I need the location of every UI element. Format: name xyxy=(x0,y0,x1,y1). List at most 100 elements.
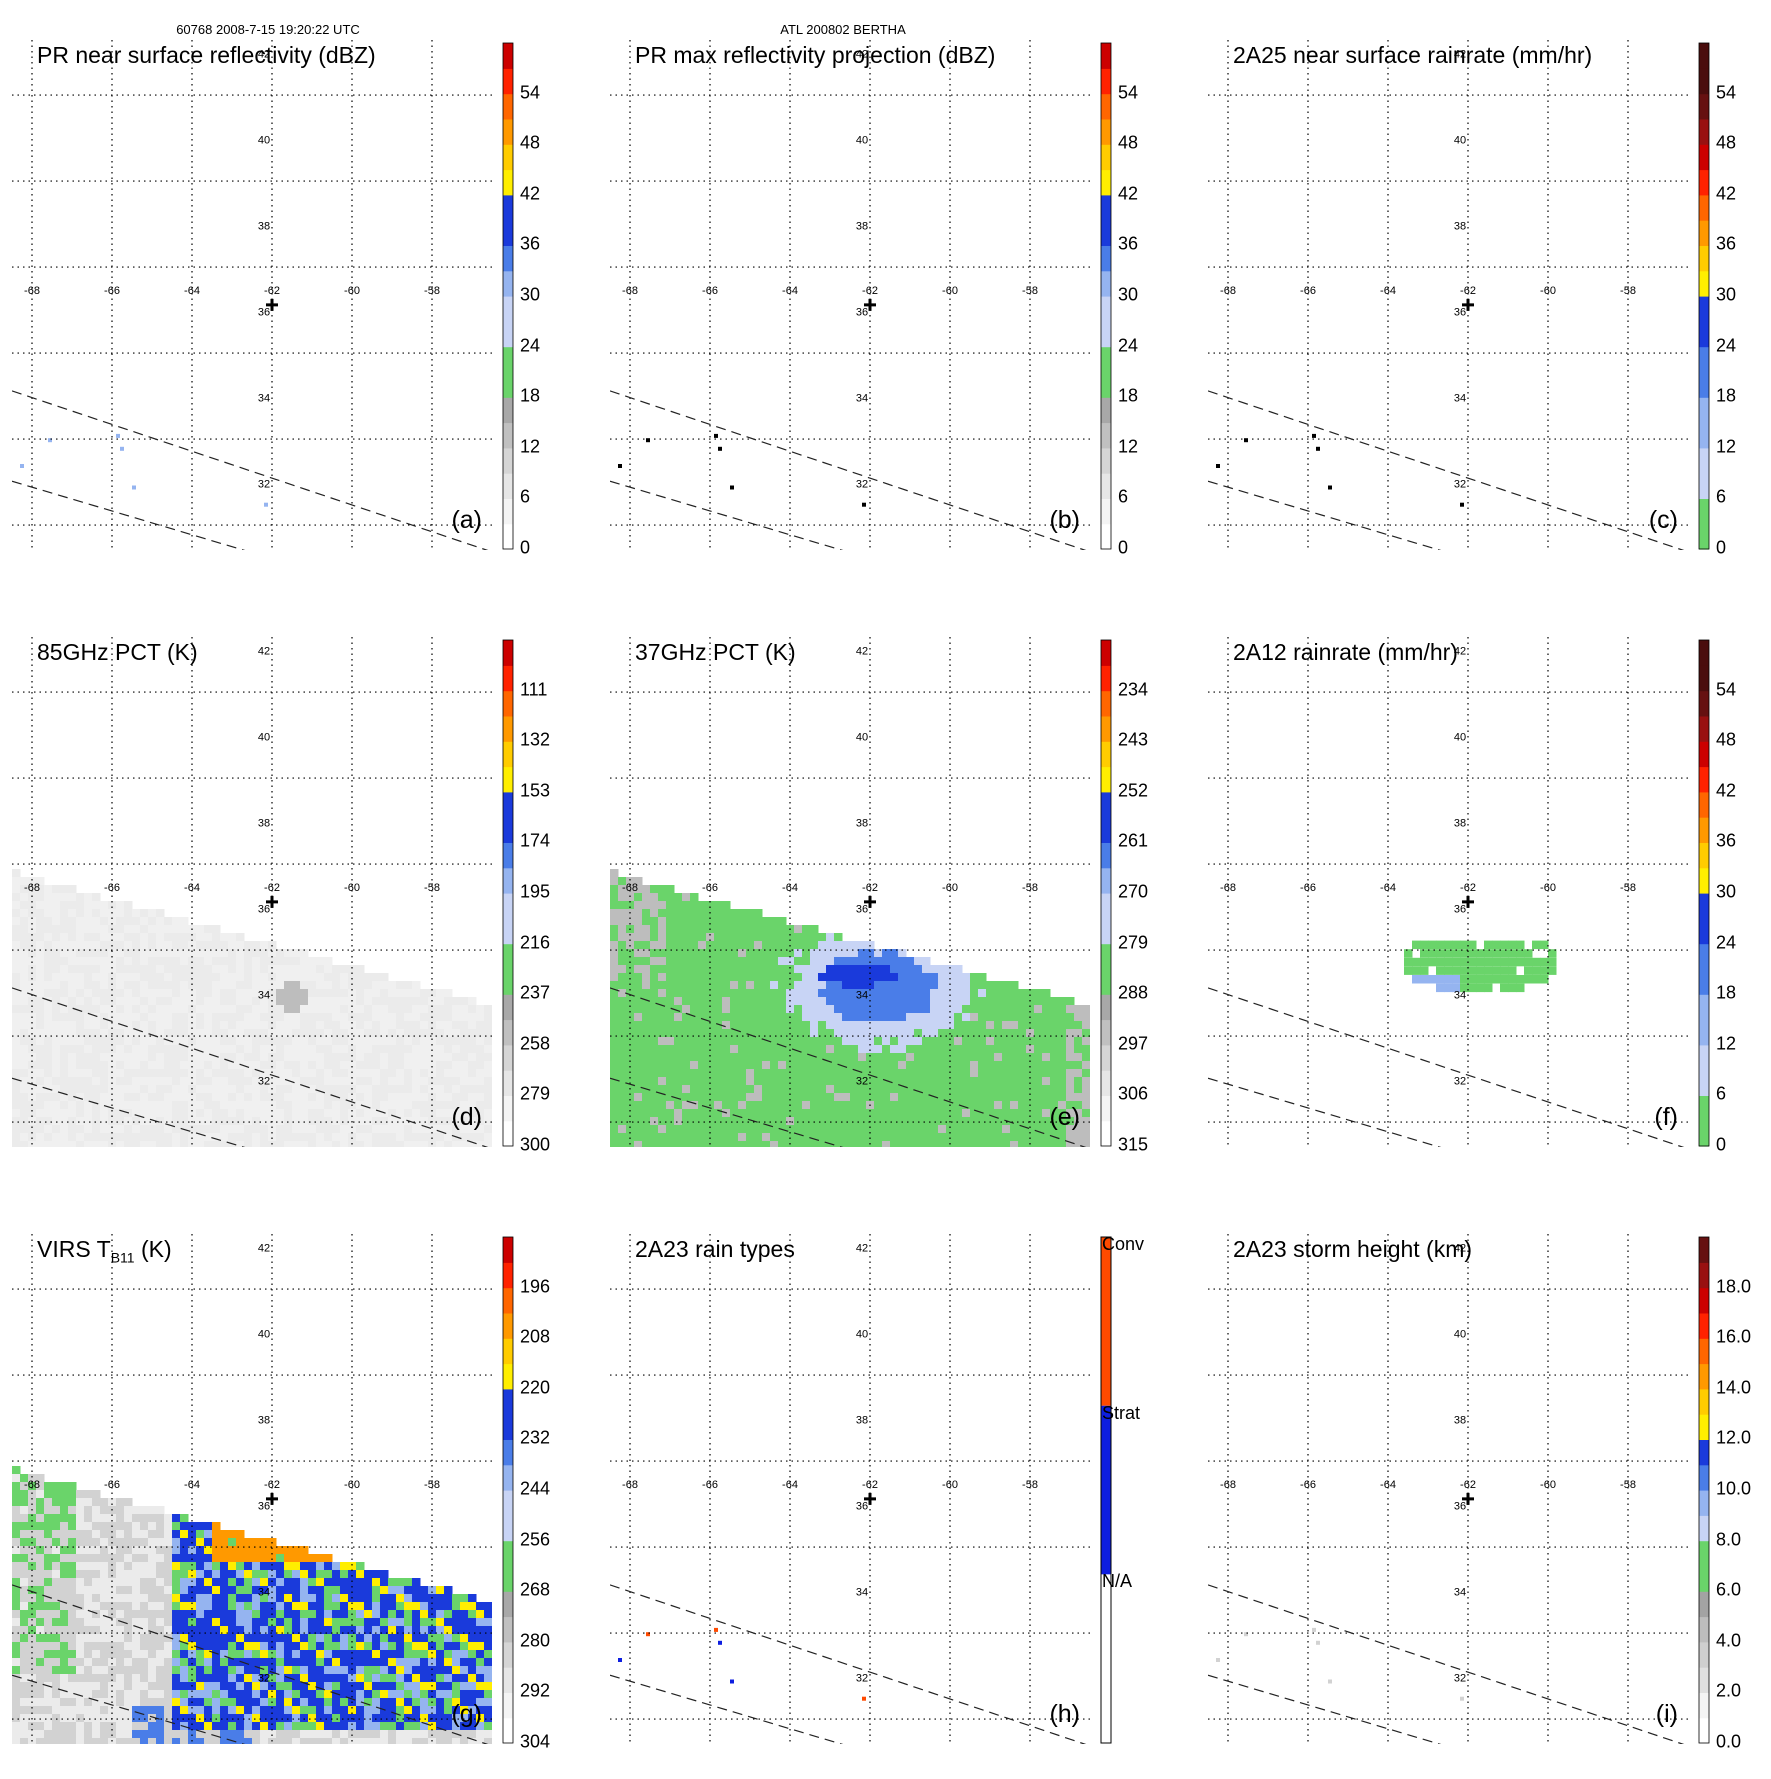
colorbar-swatch xyxy=(1101,1070,1111,1096)
field-layer xyxy=(12,869,492,1147)
lat-label: 34 xyxy=(258,1587,270,1599)
panel-label: (i) xyxy=(1656,1700,1678,1729)
colorbar-swatch xyxy=(503,1515,513,1541)
colorbar-swatch xyxy=(1101,1045,1111,1071)
colorbar-tick: 48 xyxy=(1716,730,1736,751)
colorbar-swatch xyxy=(1101,994,1111,1020)
colorbar-swatch xyxy=(1101,68,1111,94)
panel-label: (d) xyxy=(451,1103,482,1132)
panel-title-text: 2A23 rain types xyxy=(635,1236,795,1262)
colorbar-swatch xyxy=(1699,1515,1709,1541)
lon-label: -64 xyxy=(1380,1479,1396,1491)
colorbar-swatch xyxy=(1101,1121,1111,1147)
lat-label: 40 xyxy=(1454,1329,1466,1341)
panel-title-text: VIRS T xyxy=(37,1236,111,1262)
swath-edge xyxy=(1208,1078,1468,1147)
colorbar-tick: 6 xyxy=(1118,487,1128,508)
lon-label: -66 xyxy=(104,882,120,894)
colorbar-tick: 14.0 xyxy=(1716,1377,1751,1398)
colorbar-swatch xyxy=(1699,741,1709,767)
colorbar-swatch xyxy=(503,170,513,196)
colorbar-swatch xyxy=(503,321,513,347)
swath-edge xyxy=(12,481,272,550)
colorbar-tick: 30 xyxy=(520,285,540,306)
lat-label: 34 xyxy=(856,990,868,1002)
lon-label: -58 xyxy=(424,285,440,297)
colorbar-tick: 8.0 xyxy=(1716,1529,1741,1550)
lat-label: 36 xyxy=(1454,307,1466,319)
colorbar-swatch xyxy=(1699,43,1709,69)
panel-label: (f) xyxy=(1654,1103,1678,1132)
colorbar-swatch xyxy=(1699,94,1709,120)
lat-label: 42 xyxy=(856,646,868,658)
lon-label: -68 xyxy=(24,1479,40,1491)
colorbar-swatch xyxy=(1699,665,1709,691)
colorbar-swatch xyxy=(503,640,513,666)
panel-label: (h) xyxy=(1049,1700,1080,1729)
lat-label: 32 xyxy=(258,1673,270,1685)
lon-label: -62 xyxy=(862,882,878,894)
colorbar-swatch xyxy=(1699,321,1709,347)
lon-label: -62 xyxy=(1460,882,1476,894)
colorbar-tick: 24 xyxy=(1716,335,1736,356)
colorbar-tick: 220 xyxy=(520,1377,550,1398)
lon-label: -64 xyxy=(782,285,798,297)
colorbar-tick: 288 xyxy=(1118,983,1148,1004)
lon-label: -66 xyxy=(104,285,120,297)
lat-label: 32 xyxy=(1454,1076,1466,1088)
field-layer xyxy=(618,1628,866,1701)
colorbar-swatch xyxy=(1101,893,1111,919)
lat-label: 38 xyxy=(258,221,270,233)
colorbar-swatch xyxy=(1101,321,1111,347)
lat-label: 36 xyxy=(856,904,868,916)
lon-label: -64 xyxy=(782,882,798,894)
colorbar-swatch xyxy=(1699,1262,1709,1288)
colorbar-swatch xyxy=(503,817,513,843)
colorbar-tick: 270 xyxy=(1118,882,1148,903)
colorbar-tick: 18 xyxy=(1716,386,1736,407)
panel-title-text: PR near surface reflectivity (dBZ) xyxy=(37,42,376,68)
lon-label: -66 xyxy=(1300,882,1316,894)
panel-title: 2A12 rainrate (mm/hr) xyxy=(1233,639,1458,666)
colorbar-tick: 6 xyxy=(520,487,530,508)
colorbar-swatch xyxy=(1699,1617,1709,1643)
colorbar-tick: 30 xyxy=(1716,882,1736,903)
colorbar-swatch xyxy=(503,1020,513,1046)
colorbar-tick: 111 xyxy=(520,679,547,700)
colorbar-swatch xyxy=(1699,524,1709,550)
colorbar-swatch xyxy=(1101,1095,1111,1121)
colorbar-swatch xyxy=(503,665,513,691)
colorbar-tick: 0 xyxy=(1118,538,1128,559)
colorbar-swatch xyxy=(1101,473,1111,499)
panel-label: (g) xyxy=(451,1700,482,1729)
colorbar-swatch xyxy=(1699,1718,1709,1744)
colorbar-tick: 24 xyxy=(1716,932,1736,953)
colorbar-swatch xyxy=(1699,170,1709,196)
colorbar-swatch xyxy=(1101,43,1111,69)
colorbar-swatch xyxy=(1101,944,1111,970)
lon-label: -62 xyxy=(1460,285,1476,297)
echo-pixel xyxy=(116,434,120,438)
colorbar xyxy=(1100,42,1112,550)
lon-label: -58 xyxy=(1620,882,1636,894)
colorbar-tick: 4.0 xyxy=(1716,1630,1741,1651)
colorbar-swatch xyxy=(503,1490,513,1516)
lon-label: -58 xyxy=(1022,882,1038,894)
colorbar-swatch xyxy=(503,918,513,944)
colorbar-tick: 42 xyxy=(1118,183,1138,204)
colorbar-tick: 12 xyxy=(1118,436,1138,457)
lon-label: -66 xyxy=(1300,1479,1316,1491)
colorbar-tick: 54 xyxy=(1118,82,1138,103)
colorbar-swatch xyxy=(1699,868,1709,894)
colorbar-swatch xyxy=(503,119,513,145)
lon-label: -60 xyxy=(942,1479,958,1491)
colorbar-swatch xyxy=(1101,741,1111,767)
panel-title-text: 2A12 rainrate (mm/hr) xyxy=(1233,639,1458,665)
colorbar xyxy=(1698,42,1710,550)
colorbar-tick: 234 xyxy=(1118,679,1148,700)
panel-title-text: 85GHz PCT (K) xyxy=(37,639,198,665)
